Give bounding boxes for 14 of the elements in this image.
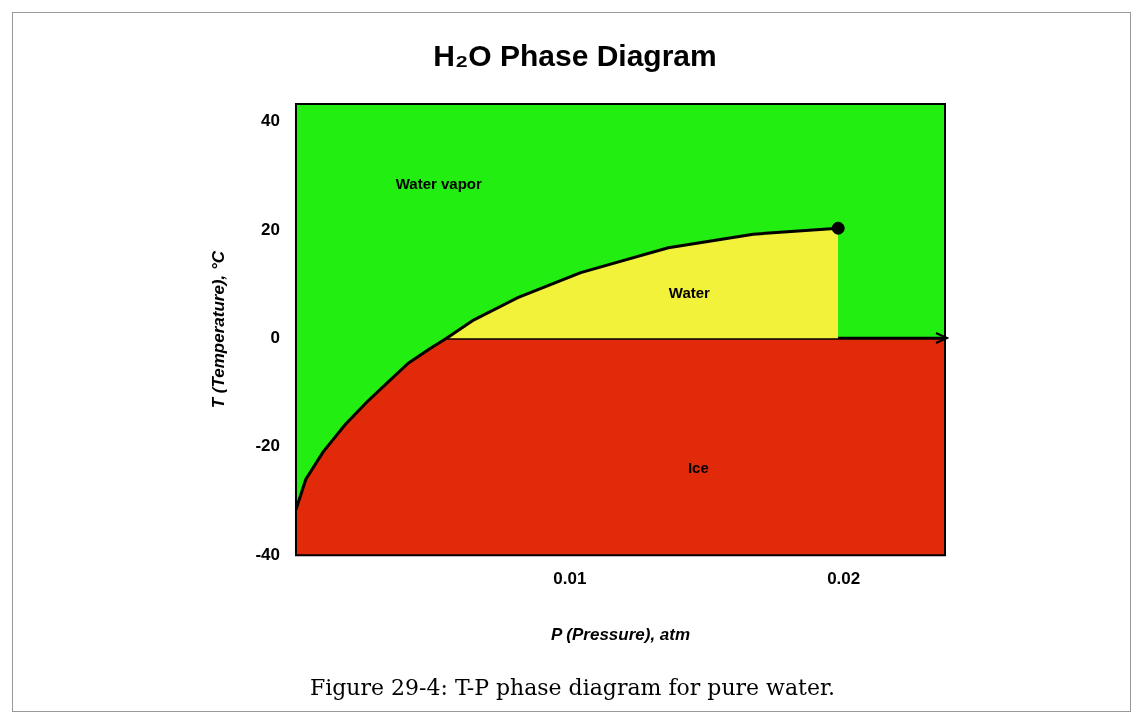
y-tick-label: 0 <box>270 327 280 347</box>
x-axis-title: P (Pressure), atm <box>550 625 691 645</box>
caption: Figure 29-4: T-P phase diagram for pure water. <box>308 675 836 700</box>
y-tick-label: 40 <box>261 111 280 131</box>
y-axis-title: T (Temperature), °C <box>208 250 228 409</box>
series-label: Water <box>668 284 711 302</box>
x-tick-label: 0.02 <box>827 569 861 589</box>
chart-title: H₂O Phase Diagram <box>433 39 717 73</box>
y-tick-label: -40 <box>255 544 280 564</box>
series-label: Ice <box>687 458 709 476</box>
y-tick-label: 20 <box>261 219 280 239</box>
x-tick-label: 0.01 <box>553 569 587 589</box>
band-label: Water vapor <box>395 175 482 193</box>
y-tick-label: -20 <box>255 436 280 456</box>
